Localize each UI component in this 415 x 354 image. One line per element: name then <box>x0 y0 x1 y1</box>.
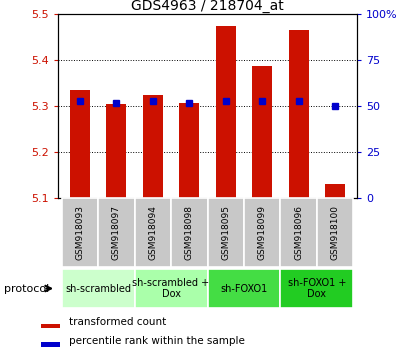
Text: protocol: protocol <box>4 284 49 293</box>
Bar <box>208 198 244 267</box>
Bar <box>134 198 171 267</box>
Bar <box>317 198 353 267</box>
Bar <box>62 198 98 267</box>
Bar <box>216 26 236 198</box>
Text: GSM918097: GSM918097 <box>112 205 121 260</box>
Bar <box>143 95 163 198</box>
Title: GDS4963 / 218704_at: GDS4963 / 218704_at <box>131 0 284 13</box>
Bar <box>288 30 309 198</box>
Text: percentile rank within the sample: percentile rank within the sample <box>69 336 245 346</box>
Bar <box>325 184 345 198</box>
Bar <box>134 269 208 308</box>
Bar <box>41 324 60 328</box>
Text: GSM918094: GSM918094 <box>148 205 157 260</box>
Text: GSM918098: GSM918098 <box>185 205 194 260</box>
Bar <box>208 269 281 308</box>
Bar <box>41 342 60 347</box>
Text: sh-FOXO1 +
Dox: sh-FOXO1 + Dox <box>288 278 346 299</box>
Bar <box>106 104 127 198</box>
Text: transformed count: transformed count <box>69 318 166 327</box>
Text: GSM918095: GSM918095 <box>221 205 230 260</box>
Text: GSM918093: GSM918093 <box>76 205 85 260</box>
Bar <box>244 198 281 267</box>
Text: sh-scrambled +
Dox: sh-scrambled + Dox <box>132 278 210 299</box>
Bar <box>281 198 317 267</box>
Bar <box>252 66 272 198</box>
Bar <box>281 269 353 308</box>
Text: sh-FOXO1: sh-FOXO1 <box>220 284 268 293</box>
Bar <box>179 103 199 198</box>
Bar <box>70 90 90 198</box>
Text: sh-scrambled: sh-scrambled <box>65 284 131 293</box>
Text: GSM918100: GSM918100 <box>330 205 339 260</box>
Bar <box>98 198 134 267</box>
Bar <box>62 269 134 308</box>
Bar <box>171 198 208 267</box>
Text: GSM918096: GSM918096 <box>294 205 303 260</box>
Text: GSM918099: GSM918099 <box>258 205 267 260</box>
